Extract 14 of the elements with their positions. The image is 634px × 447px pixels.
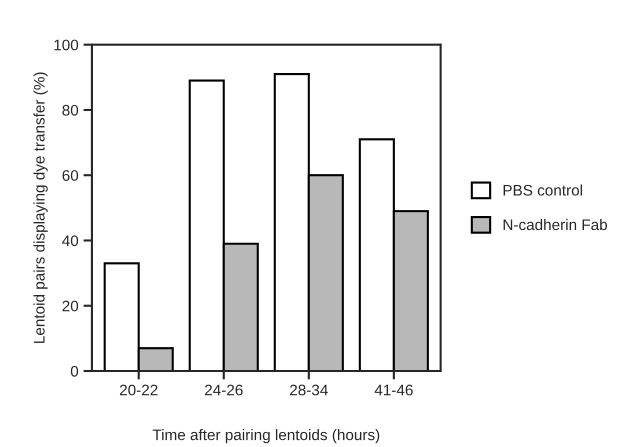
x-axis-title: Time after pairing lentoids (hours) <box>152 429 380 444</box>
y-tick-label: 80 <box>62 104 78 116</box>
y-tick-label: 40 <box>62 235 78 246</box>
y-tick-label: 0 <box>70 366 78 377</box>
legend-label: PBS control <box>504 184 582 196</box>
x-tick-label: 41-46 <box>374 384 413 396</box>
y-tick-label: 20 <box>62 300 78 312</box>
legend-label: N-cadherin Fab <box>504 218 608 230</box>
y-axis-title: Lentoid pairs displaying dye transfer (%) <box>33 72 48 343</box>
y-tick-label: 60 <box>62 170 78 181</box>
x-tick-label: 24-26 <box>204 384 243 396</box>
y-tick-label: 100 <box>54 40 78 50</box>
x-tick-label: 28-34 <box>290 384 328 396</box>
x-tick-label: 20-22 <box>120 384 158 396</box>
